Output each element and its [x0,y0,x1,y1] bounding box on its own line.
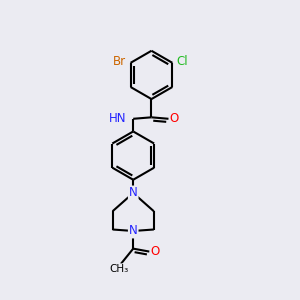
Text: N: N [129,187,138,200]
Text: CH₃: CH₃ [110,264,129,274]
Text: O: O [151,245,160,258]
Text: Cl: Cl [177,55,188,68]
Text: N: N [129,224,138,238]
Text: HN: HN [109,112,127,125]
Text: O: O [170,112,179,125]
Text: Br: Br [113,55,126,68]
